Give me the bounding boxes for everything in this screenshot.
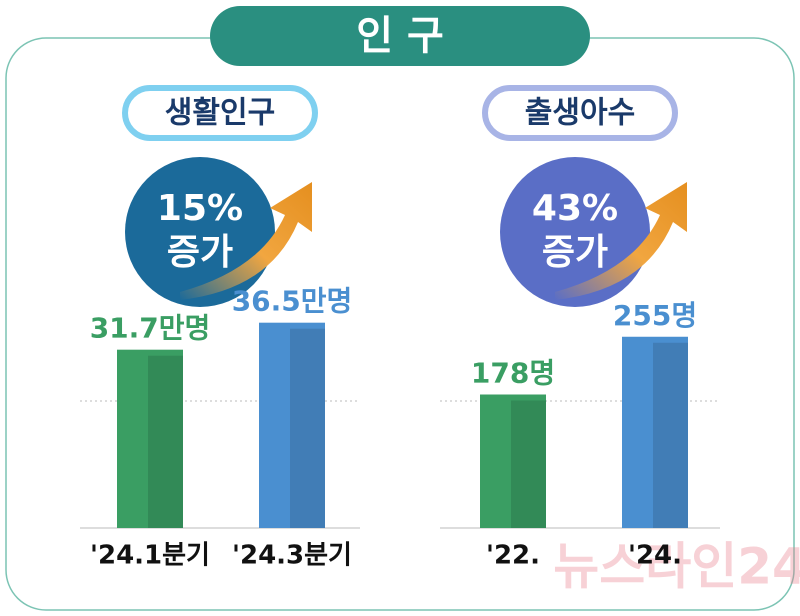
bar bbox=[622, 336, 688, 528]
badge-text: 15% bbox=[157, 188, 243, 229]
bar-shade bbox=[511, 400, 546, 528]
x-tick-label: '24.3분기 bbox=[232, 541, 352, 571]
bar bbox=[259, 322, 325, 528]
value-label: 255명 bbox=[613, 299, 697, 332]
value-label: 31.7만명 bbox=[90, 312, 211, 345]
bar bbox=[117, 349, 183, 528]
chart-title: 생활인구 bbox=[165, 96, 275, 131]
x-tick-label: '22. bbox=[486, 541, 540, 571]
badge-text: 증가 bbox=[542, 232, 608, 273]
x-tick-label: '24.1분기 bbox=[90, 541, 210, 571]
badge-text: 43% bbox=[532, 188, 618, 229]
page-title: 인 구 bbox=[356, 13, 444, 59]
bar-shade bbox=[290, 328, 325, 528]
value-label: 36.5만명 bbox=[232, 285, 353, 318]
subtitle-pill bbox=[482, 85, 678, 141]
arrow bbox=[555, 182, 687, 300]
value-label: 178명 bbox=[471, 357, 555, 390]
bar bbox=[480, 394, 546, 528]
bar-shade bbox=[148, 355, 183, 528]
badge-text: 증가 bbox=[167, 232, 233, 273]
arrow bbox=[180, 182, 312, 300]
subtitle-pill bbox=[122, 85, 318, 141]
title-pill bbox=[210, 6, 590, 66]
watermark: 뉴스라인24 bbox=[553, 538, 800, 596]
chart-title: 출생아수 bbox=[525, 96, 635, 131]
bar-shade bbox=[653, 342, 688, 528]
x-tick-label: '24. bbox=[628, 541, 682, 571]
